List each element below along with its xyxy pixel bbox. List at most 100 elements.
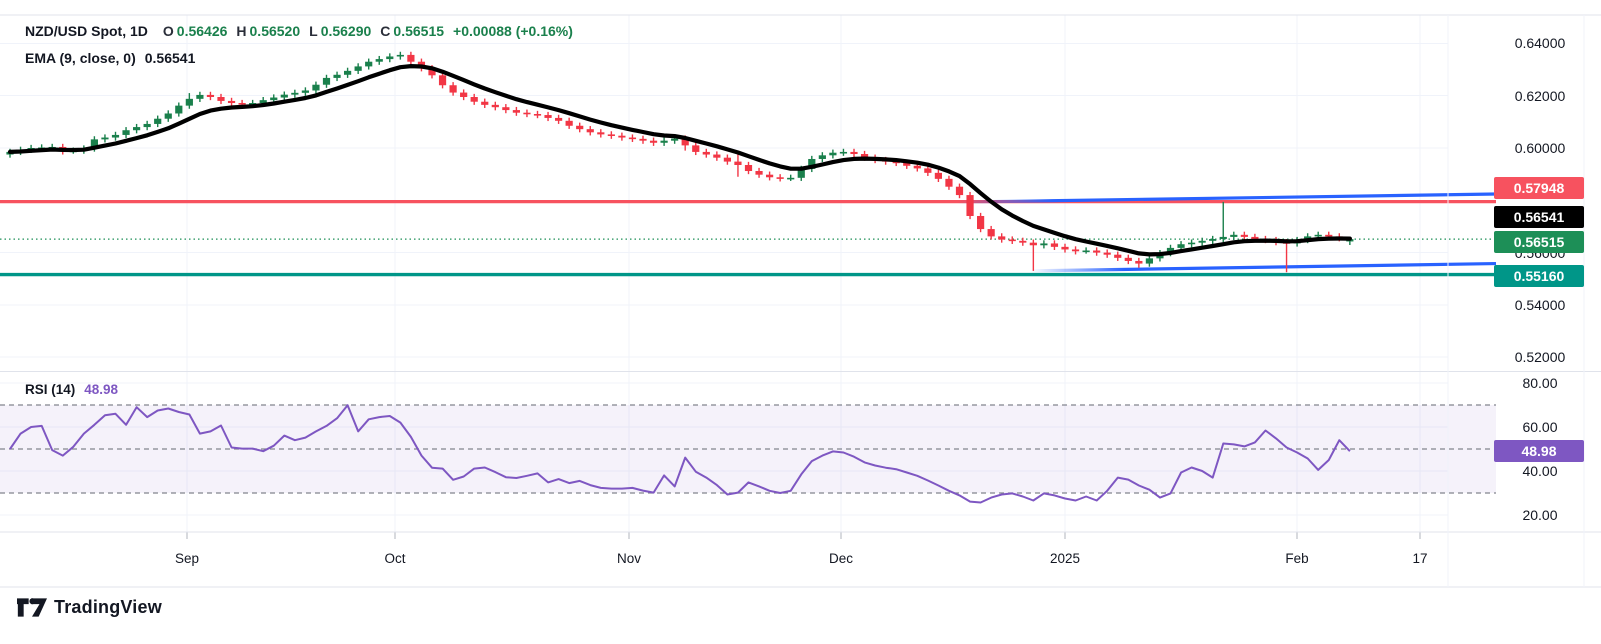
- candle-body: [924, 168, 932, 173]
- candle-body: [987, 229, 995, 237]
- high-value: 0.56520: [249, 23, 301, 39]
- candle-body: [1135, 260, 1143, 264]
- candle-body: [977, 215, 985, 230]
- candle-body: [734, 161, 742, 165]
- candle-body: [154, 118, 162, 124]
- candle-body: [1082, 250, 1090, 253]
- open-value: 0.56426: [176, 23, 228, 39]
- candle-body: [164, 113, 172, 119]
- candle-body: [618, 135, 626, 138]
- candle-body: [766, 174, 774, 178]
- candle-body: [1124, 257, 1132, 261]
- candle-body: [681, 138, 689, 146]
- candle-body: [365, 61, 373, 67]
- candle-body: [502, 107, 510, 111]
- price-badge: 0.56515: [1494, 230, 1584, 253]
- candle-body: [1325, 234, 1333, 237]
- low-label: L: [309, 23, 318, 39]
- candle-body: [892, 161, 900, 164]
- candle-body: [1240, 234, 1248, 237]
- candle-body: [1230, 234, 1238, 237]
- candle-body: [544, 115, 552, 118]
- candle-body: [438, 75, 447, 86]
- candle-body: [913, 165, 921, 169]
- candle-body: [839, 151, 848, 154]
- symbol-title[interactable]: NZD/USD Spot, 1D: [25, 23, 148, 39]
- candle-body: [702, 151, 710, 155]
- candle-body: [671, 138, 679, 141]
- candle-body: [860, 154, 869, 158]
- price-axis-label: 0.62000: [1514, 87, 1566, 104]
- tradingview-branding[interactable]: TradingView: [17, 595, 162, 620]
- candle-body: [1314, 234, 1322, 237]
- price-badge: 48.98: [1494, 440, 1584, 462]
- open-label: O: [162, 23, 174, 39]
- price-axis-label: 0.54000: [1514, 296, 1566, 313]
- price-axis-label: 0.60000: [1514, 140, 1566, 156]
- candle-body: [1019, 240, 1027, 243]
- candle-body: [776, 177, 784, 179]
- candle-body: [628, 137, 637, 140]
- candle-body: [998, 236, 1006, 240]
- rsi-label: RSI (14): [25, 382, 76, 397]
- candle-body: [576, 125, 584, 130]
- candle-body: [607, 134, 615, 137]
- rsi-axis-label: 80.00: [1522, 375, 1558, 391]
- candle-body: [512, 110, 520, 113]
- candle-body: [787, 177, 795, 180]
- candle-body: [1114, 254, 1122, 258]
- candle-body: [101, 137, 109, 140]
- candle-body: [259, 100, 267, 104]
- time-axis-label: Feb: [1285, 551, 1309, 566]
- change-value: +0.00088 (+0.16%): [453, 23, 573, 39]
- candle-body: [1219, 236, 1227, 240]
- candle-body: [945, 178, 953, 187]
- close-label: C: [380, 23, 391, 39]
- time-axis-label: Sep: [174, 551, 200, 566]
- rsi-axis-label: 40.00: [1522, 463, 1558, 479]
- rsi-line[interactable]: [9, 404, 1351, 504]
- ema-label: EMA (9, close, 0): [25, 50, 136, 66]
- price-axis-label: 0.64000: [1514, 35, 1566, 52]
- candle-body: [797, 168, 805, 178]
- close-value: 0.56515: [393, 23, 445, 39]
- candle-body: [280, 94, 288, 98]
- candle-body: [713, 154, 721, 158]
- candle-body: [1251, 236, 1259, 240]
- symbol-legend: NZD/USD Spot, 1D O 0.56426 H 0.56520 L 0…: [25, 23, 573, 39]
- candle-body: [460, 92, 468, 98]
- time-axis-label: Dec: [828, 551, 853, 566]
- trendline[interactable]: [957, 192, 1497, 204]
- candle-body: [744, 164, 753, 172]
- candle-body: [386, 56, 394, 60]
- candle-body: [903, 162, 911, 166]
- candle-body: [660, 140, 668, 143]
- high-label: H: [236, 23, 247, 39]
- ema-legend[interactable]: EMA (9, close, 0) 0.56541: [25, 50, 195, 66]
- time-axis-label: 17: [1412, 551, 1428, 566]
- candle-body: [586, 129, 594, 133]
- candle-body: [238, 103, 246, 105]
- candle-body: [206, 94, 215, 98]
- candle-body: [934, 172, 942, 179]
- candle-body: [1029, 242, 1037, 246]
- candle-body: [90, 139, 98, 149]
- ema-line[interactable]: [7, 63, 1352, 257]
- candle-body: [1209, 239, 1217, 241]
- candle-body: [818, 155, 826, 159]
- candle-body: [111, 134, 120, 138]
- candle-body: [333, 74, 341, 78]
- candle-body: [533, 114, 542, 116]
- candle-body: [185, 98, 193, 106]
- rsi-legend[interactable]: RSI (14) 48.98: [25, 382, 118, 397]
- candle-body: [301, 90, 309, 93]
- candle-body: [1008, 239, 1016, 242]
- trendline[interactable]: [1029, 261, 1497, 273]
- candle-body: [1177, 244, 1185, 248]
- rsi-value: 48.98: [84, 382, 119, 397]
- candle-body: [1071, 249, 1080, 252]
- candle-body: [407, 54, 415, 62]
- candle-body: [354, 66, 362, 71]
